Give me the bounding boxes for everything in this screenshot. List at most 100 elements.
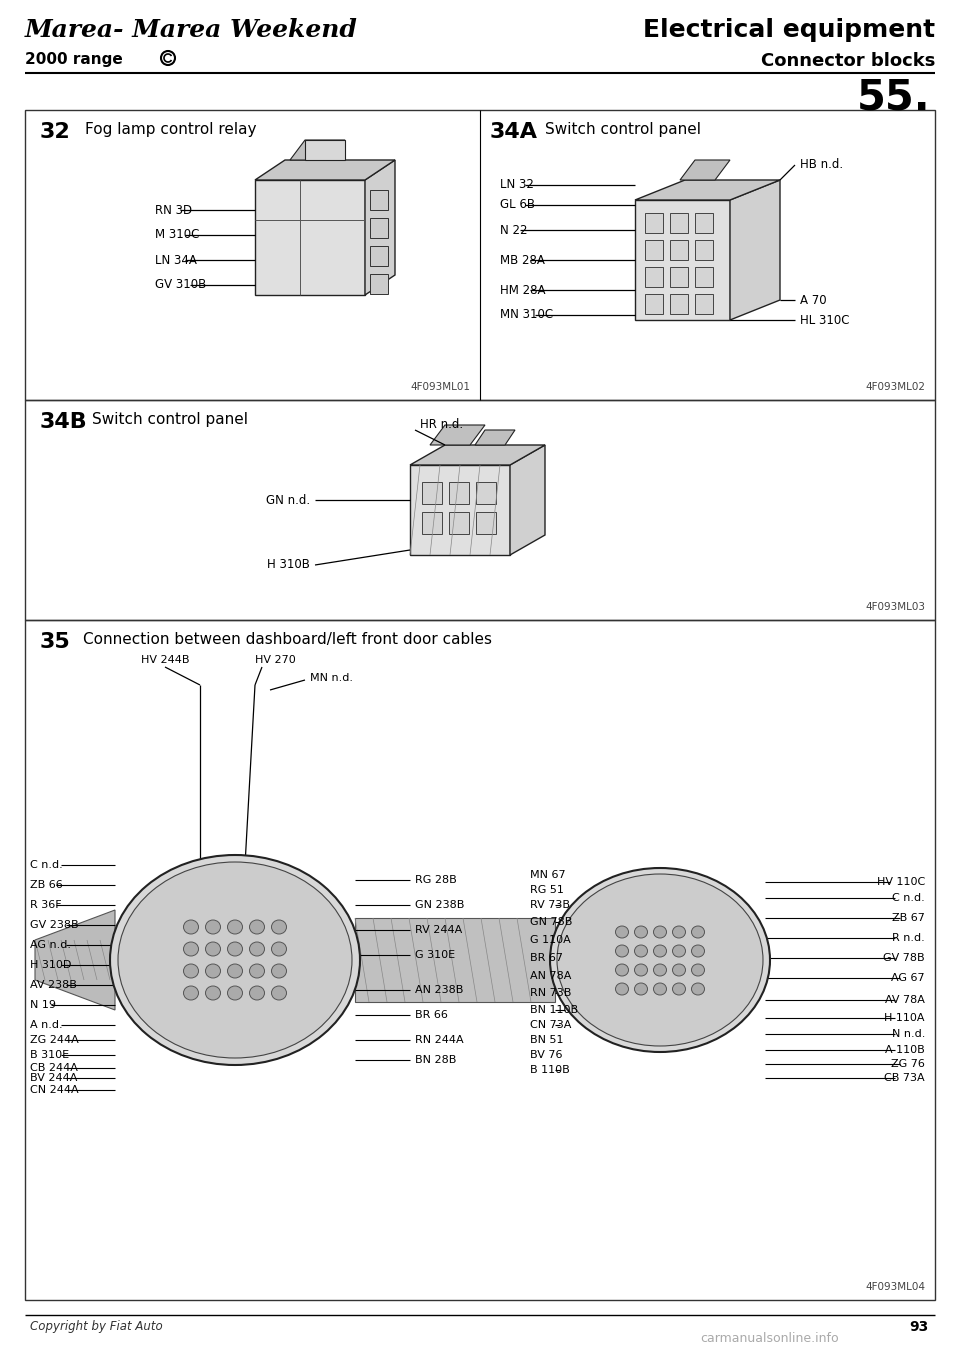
- Bar: [645, 267, 663, 287]
- Ellipse shape: [673, 926, 685, 938]
- Polygon shape: [355, 918, 555, 1002]
- Ellipse shape: [654, 964, 666, 976]
- Text: GV 238B: GV 238B: [30, 919, 79, 930]
- Text: ZG 244A: ZG 244A: [30, 1035, 79, 1045]
- Text: MN 310C: MN 310C: [500, 309, 553, 321]
- Polygon shape: [430, 424, 485, 445]
- Text: HM 28A: HM 28A: [500, 283, 545, 297]
- Text: 4F093ML03: 4F093ML03: [865, 602, 925, 612]
- Text: AN 78A: AN 78A: [530, 971, 571, 980]
- Text: ZG 76: ZG 76: [891, 1059, 925, 1069]
- Bar: [25, 620, 935, 1300]
- Text: 32: 32: [40, 122, 71, 142]
- Text: 55.: 55.: [856, 76, 930, 118]
- Polygon shape: [730, 180, 780, 320]
- Text: C n.d.: C n.d.: [892, 894, 925, 903]
- Text: BN 51: BN 51: [530, 1035, 564, 1045]
- Text: GN 238B: GN 238B: [415, 900, 465, 910]
- Ellipse shape: [250, 986, 265, 999]
- Text: ZB 67: ZB 67: [892, 913, 925, 923]
- Text: AG n.d.: AG n.d.: [30, 940, 71, 951]
- Text: LN 32: LN 32: [500, 179, 534, 191]
- Text: RV 244A: RV 244A: [415, 925, 463, 936]
- Ellipse shape: [205, 942, 221, 956]
- Text: BN 28B: BN 28B: [415, 1055, 456, 1064]
- Text: B 310E: B 310E: [30, 1050, 69, 1060]
- Bar: [476, 481, 496, 504]
- Bar: [25, 110, 935, 400]
- Ellipse shape: [615, 983, 629, 995]
- Ellipse shape: [110, 856, 360, 1064]
- Ellipse shape: [183, 964, 199, 978]
- Polygon shape: [35, 910, 115, 1010]
- Bar: [370, 245, 388, 266]
- Bar: [25, 400, 935, 620]
- Ellipse shape: [691, 964, 705, 976]
- Polygon shape: [410, 465, 510, 555]
- Polygon shape: [635, 180, 780, 199]
- Bar: [645, 294, 663, 315]
- Text: AG 67: AG 67: [892, 974, 925, 983]
- Text: Connector blocks: Connector blocks: [760, 52, 935, 71]
- Ellipse shape: [272, 919, 286, 934]
- Ellipse shape: [250, 942, 265, 956]
- Ellipse shape: [183, 942, 199, 956]
- Ellipse shape: [673, 964, 685, 976]
- Text: BR 66: BR 66: [415, 1010, 448, 1020]
- Text: HV 244B: HV 244B: [141, 655, 189, 664]
- Text: 4F093ML02: 4F093ML02: [865, 382, 925, 392]
- Text: B 110B: B 110B: [530, 1064, 569, 1075]
- Bar: [645, 240, 663, 260]
- Text: AN 238B: AN 238B: [415, 984, 464, 995]
- Polygon shape: [510, 445, 545, 555]
- Text: BV 76: BV 76: [530, 1050, 563, 1060]
- Text: AV 78A: AV 78A: [885, 995, 925, 1005]
- Bar: [449, 513, 469, 534]
- Bar: [670, 240, 688, 260]
- Text: R 36F: R 36F: [30, 900, 61, 910]
- Text: BR 67: BR 67: [530, 953, 563, 963]
- Bar: [370, 274, 388, 294]
- Ellipse shape: [673, 945, 685, 957]
- Ellipse shape: [673, 983, 685, 995]
- Bar: [670, 213, 688, 233]
- Bar: [695, 213, 713, 233]
- Ellipse shape: [228, 942, 243, 956]
- Polygon shape: [255, 180, 365, 296]
- Ellipse shape: [615, 945, 629, 957]
- Polygon shape: [635, 199, 730, 320]
- Text: BN 110B: BN 110B: [530, 1005, 578, 1016]
- Text: Marea- Marea Weekend: Marea- Marea Weekend: [25, 18, 358, 42]
- Text: A n.d.: A n.d.: [30, 1020, 62, 1031]
- Ellipse shape: [654, 926, 666, 938]
- Text: GV 310B: GV 310B: [155, 278, 206, 292]
- Text: LN 34A: LN 34A: [155, 254, 197, 267]
- Text: RN 244A: RN 244A: [415, 1035, 464, 1045]
- Ellipse shape: [183, 919, 199, 934]
- Ellipse shape: [654, 945, 666, 957]
- Text: A 70: A 70: [800, 293, 827, 306]
- Text: MN 67: MN 67: [530, 871, 565, 880]
- Text: HB n.d.: HB n.d.: [800, 159, 843, 171]
- Ellipse shape: [205, 919, 221, 934]
- Text: G 310E: G 310E: [415, 951, 455, 960]
- Bar: [370, 190, 388, 210]
- Bar: [645, 213, 663, 233]
- Ellipse shape: [183, 986, 199, 999]
- Bar: [422, 513, 442, 534]
- Text: 2000 range: 2000 range: [25, 52, 123, 66]
- Polygon shape: [680, 160, 730, 180]
- Bar: [422, 481, 442, 504]
- Ellipse shape: [691, 945, 705, 957]
- Ellipse shape: [635, 945, 647, 957]
- Text: H 310D: H 310D: [30, 960, 71, 970]
- Text: 34A: 34A: [490, 122, 538, 142]
- Text: GN 78B: GN 78B: [530, 917, 572, 928]
- Ellipse shape: [118, 862, 352, 1058]
- Text: H 310B: H 310B: [267, 559, 310, 571]
- Ellipse shape: [691, 926, 705, 938]
- Text: AV 238B: AV 238B: [30, 980, 77, 990]
- Ellipse shape: [654, 983, 666, 995]
- Ellipse shape: [205, 986, 221, 999]
- Bar: [449, 481, 469, 504]
